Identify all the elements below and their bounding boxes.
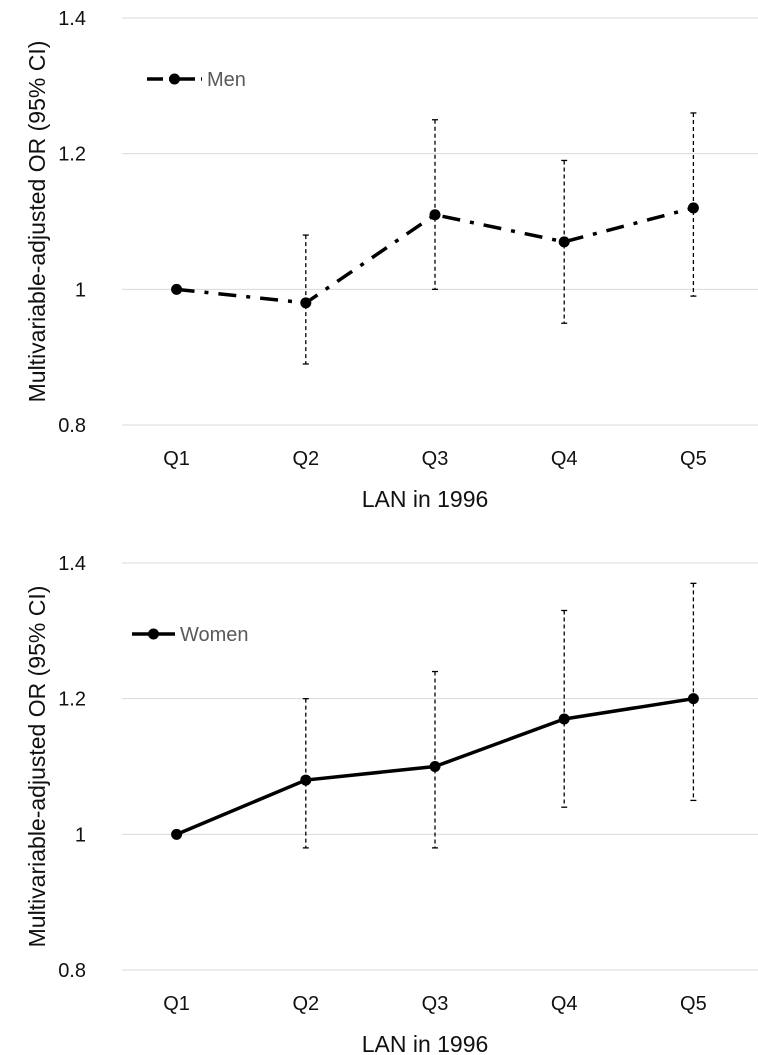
x-tick-label: Q3 [422, 993, 449, 1015]
x-tick-label: Q2 [292, 448, 319, 470]
x-tick-label: Q4 [551, 448, 578, 470]
chart-women: 0.8 1 1.2 1.4 Q1 Q2 Q3 Q4 Q5 LAN in 1996 Multivari… [24, 553, 758, 1055]
legend-marker [169, 73, 180, 85]
data-point [171, 828, 183, 840]
x-tick-label: Q4 [551, 993, 578, 1015]
y-tick-label: 1 [75, 279, 86, 301]
data-point [687, 693, 699, 705]
x-tick-label: Q1 [163, 993, 190, 1015]
series-line-men [176, 206, 694, 305]
y-tick-label: 1.4 [58, 553, 86, 575]
data-point [300, 297, 312, 309]
x-tick-label: Q5 [680, 448, 707, 470]
y-tick-label: 1.2 [58, 689, 86, 711]
x-axis-title: LAN in 1996 [362, 486, 489, 512]
data-point [687, 202, 699, 214]
data-point [300, 774, 312, 786]
y-tick-label: 1 [75, 824, 86, 846]
x-tick-label: Q3 [422, 448, 449, 470]
x-tick-label: Q2 [292, 993, 319, 1015]
data-point [171, 283, 183, 295]
data-point [558, 236, 570, 248]
x-axis-title: LAN in 1996 [362, 1031, 489, 1055]
y-tick-label: 1.4 [58, 8, 86, 30]
y-axis-title: Multivariable-adjusted OR (95% CI) [24, 586, 50, 948]
y-tick-label: 0.8 [58, 415, 86, 437]
x-tick-label: Q1 [163, 448, 190, 470]
x-tick-label: Q5 [680, 993, 707, 1015]
data-point [429, 209, 441, 221]
legend-marker [148, 628, 159, 640]
data-point [429, 761, 441, 772]
legend-label: Men [207, 69, 246, 91]
y-tick-label: 0.8 [58, 960, 86, 982]
legend-label: Women [180, 624, 249, 646]
y-tick-label: 1.2 [58, 144, 86, 166]
data-point [558, 713, 570, 725]
y-axis-title: Multivariable-adjusted OR (95% CI) [24, 41, 50, 403]
chart-men: 0.8 1 1.2 1.4 Q1 Q2 Q3 Q4 Q5 LAN in 1996 Multivari… [24, 8, 758, 512]
